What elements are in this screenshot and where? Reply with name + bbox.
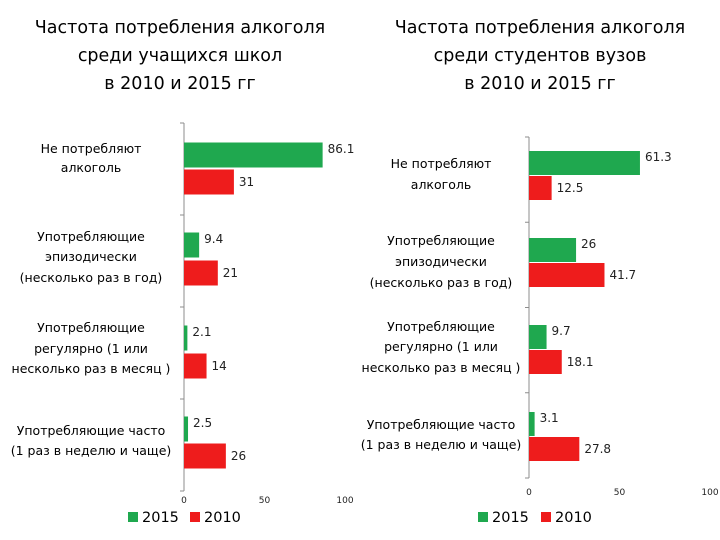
- universities-legend-label-2015: 2015: [492, 510, 529, 526]
- universities-category-label: Употребляющие: [387, 319, 495, 334]
- schools-bar-2010-0: [184, 169, 234, 195]
- schools-bar-2015-3: [184, 416, 189, 442]
- universities-legend-swatch-2015: [478, 512, 488, 522]
- universities-category-label: Не потребляют: [391, 156, 492, 171]
- chart-title-schools: Частота потребления алкоголя среди учащи…: [34, 18, 326, 94]
- schools-bar-2015-1: [184, 232, 200, 258]
- schools-category-label: алкоголь: [61, 160, 121, 175]
- universities-value-label-2010-1: 41.7: [609, 268, 636, 282]
- schools-category-label: (1 раз в неделю и чаще): [11, 443, 172, 458]
- universities-category-label: эпизодически: [395, 254, 487, 269]
- schools-x-tick-label: 100: [336, 496, 353, 506]
- schools-category-label: эпизодически: [45, 249, 137, 264]
- schools-x-tick-label: 50: [259, 496, 271, 506]
- schools-category-label: (несколько раз в год): [20, 270, 163, 285]
- schools-value-label-2010-2: 14: [212, 359, 227, 373]
- universities-bar-2010-0: [529, 176, 552, 200]
- schools-legend-label-2010: 2010: [204, 510, 241, 526]
- schools-legend-swatch-2010: [190, 512, 200, 522]
- universities-value-label-2010-0: 12.5: [557, 181, 584, 195]
- universities-category-label: Употребляющие: [387, 233, 495, 248]
- schools-legend-label-2015: 2015: [142, 510, 179, 526]
- universities-bar-2010-1: [529, 263, 605, 287]
- universities-category-label: регулярно (1 или: [384, 339, 498, 354]
- schools-value-label-2010-0: 31: [239, 175, 254, 189]
- universities-category-label: несколько раз в месяц ): [362, 360, 521, 375]
- universities-category-label: алкоголь: [411, 177, 471, 192]
- universities-legend-swatch-2010: [541, 512, 551, 522]
- schools-legend-swatch-2015: [128, 512, 138, 522]
- schools-category-label: Не потребляют: [41, 141, 142, 156]
- schools-category-label: Употребляющие: [37, 229, 145, 244]
- universities-value-label-2015-0: 61.3: [645, 150, 672, 164]
- universities-bar-2015-0: [529, 151, 640, 175]
- universities-legend-label-2010: 2010: [555, 510, 592, 526]
- universities-value-label-2010-2: 18.1: [567, 355, 594, 369]
- schools-value-label-2015-0: 86.1: [328, 142, 355, 156]
- universities-bar-2015-1: [529, 238, 577, 262]
- universities-value-label-2015-1: 26: [581, 237, 596, 251]
- universities-value-label-2015-2: 9.7: [552, 324, 571, 338]
- schools-category-label: регулярно (1 или: [34, 341, 148, 356]
- universities-x-tick-label: 100: [701, 488, 718, 498]
- universities-bar-2010-2: [529, 350, 562, 374]
- universities-category-label: (несколько раз в год): [370, 275, 513, 290]
- schools-x-tick-label: 0: [181, 496, 187, 506]
- schools-bar-2015-2: [184, 325, 188, 351]
- universities-category-label: Употребляющие часто: [367, 417, 516, 432]
- universities-bar-2015-2: [529, 325, 547, 349]
- universities-x-tick-label: 0: [526, 488, 532, 498]
- universities-bar-2015-3: [529, 412, 535, 436]
- universities-bar-2010-3: [529, 437, 580, 461]
- schools-bar-2015-0: [184, 142, 323, 168]
- schools-value-label-2015-1: 9.4: [204, 232, 223, 246]
- schools-bar-2010-1: [184, 260, 218, 286]
- schools-category-label: Употребляющие часто: [17, 423, 166, 438]
- schools-value-label-2010-3: 26: [231, 449, 246, 463]
- universities-value-label-2010-3: 27.8: [584, 442, 611, 456]
- schools-category-label: несколько раз в месяц ): [12, 361, 171, 376]
- chart-title-universities: Частота потребления алкоголя среди студе…: [394, 18, 686, 94]
- schools-value-label-2010-1: 21: [223, 266, 238, 280]
- schools-value-label-2015-3: 2.5: [193, 416, 212, 430]
- schools-category-label: Употребляющие: [37, 320, 145, 335]
- universities-category-label: (1 раз в неделю и чаще): [361, 437, 522, 452]
- universities-value-label-2015-3: 3.1: [540, 411, 559, 425]
- schools-bar-2010-3: [184, 443, 226, 469]
- universities-x-tick-label: 50: [614, 488, 626, 498]
- schools-value-label-2015-2: 2.1: [192, 325, 211, 339]
- schools-bar-2010-2: [184, 353, 207, 379]
